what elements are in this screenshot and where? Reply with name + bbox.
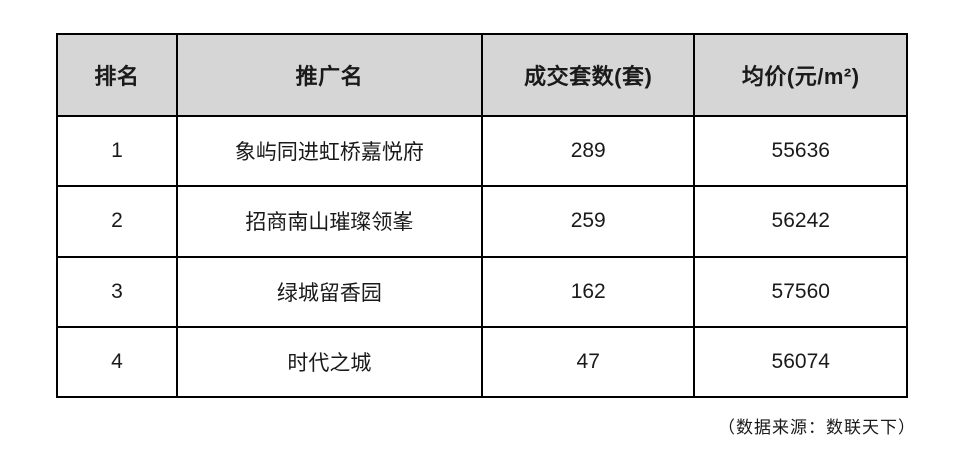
table-row: 2 招商南山璀璨领峯 259 56242 bbox=[56, 185, 908, 258]
cell-deals: 47 bbox=[480, 325, 696, 399]
cell-name: 招商南山璀璨领峯 bbox=[175, 185, 483, 258]
table-row: 4 时代之城 47 56074 bbox=[56, 325, 908, 399]
ranking-table: 排名 推广名 成交套数(套) 均价(元/m²) 1 象屿同进虹桥嘉悦府 289 … bbox=[56, 33, 908, 399]
table-row: 1 象屿同进虹桥嘉悦府 289 55636 bbox=[56, 114, 908, 188]
cell-deals: 259 bbox=[480, 185, 696, 258]
cell-price: 56074 bbox=[693, 325, 908, 399]
header-rank: 排名 bbox=[56, 33, 178, 117]
header-row: 排名 推广名 成交套数(套) 均价(元/m²) bbox=[56, 33, 908, 117]
header-price: 均价(元/m²) bbox=[693, 33, 908, 117]
data-source-note: （数据来源：数联天下） bbox=[718, 418, 916, 437]
header-name: 推广名 bbox=[175, 33, 483, 117]
cell-rank: 4 bbox=[56, 325, 178, 399]
cell-name: 象屿同进虹桥嘉悦府 bbox=[175, 114, 483, 188]
header-deals: 成交套数(套) bbox=[480, 33, 696, 117]
cell-rank: 1 bbox=[56, 114, 178, 188]
cell-name: 绿城留香园 bbox=[175, 255, 483, 328]
table-row: 3 绿城留香园 162 57560 bbox=[56, 255, 908, 328]
cell-deals: 162 bbox=[480, 255, 696, 328]
cell-price: 57560 bbox=[693, 255, 908, 328]
cell-rank: 2 bbox=[56, 185, 178, 258]
cell-rank: 3 bbox=[56, 255, 178, 328]
cell-name: 时代之城 bbox=[175, 325, 483, 399]
cell-price: 56242 bbox=[693, 185, 908, 258]
cell-deals: 289 bbox=[480, 114, 696, 188]
table-header: 排名 推广名 成交套数(套) 均价(元/m²) bbox=[56, 33, 908, 117]
cell-price: 55636 bbox=[693, 114, 908, 188]
table-body: 1 象屿同进虹桥嘉悦府 289 55636 2 招商南山璀璨领峯 259 562… bbox=[56, 114, 908, 399]
